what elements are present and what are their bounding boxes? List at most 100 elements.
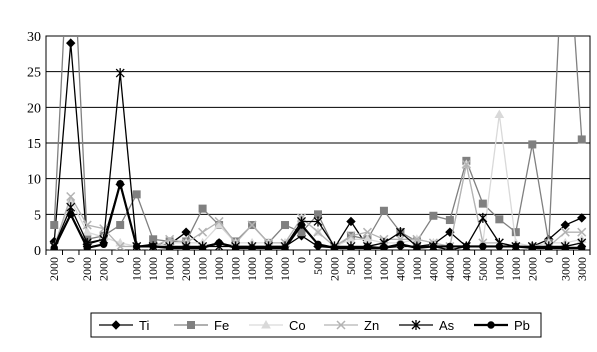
- data-point-pb: [116, 179, 124, 188]
- y-tick-label: 10: [27, 173, 41, 188]
- data-point-fe: [445, 216, 454, 225]
- data-point-fe: [116, 221, 125, 230]
- data-point-pb: [413, 244, 421, 250]
- data-point-fe: [511, 228, 520, 237]
- series-pb: [50, 179, 586, 250]
- data-point-pb: [231, 244, 240, 250]
- x-tick-label: 4000: [393, 257, 407, 281]
- data-point-ti: [560, 220, 570, 230]
- data-point-pb: [132, 242, 141, 250]
- data-point-pb: [330, 244, 339, 250]
- data-point-pb: [363, 244, 372, 250]
- data-point-zn: [165, 234, 175, 244]
- legend-entry-pb: Pb: [474, 318, 530, 333]
- legend-entry-co: Co: [249, 318, 306, 333]
- data-point-pb: [264, 244, 273, 250]
- x-tick-label: 3000: [575, 257, 589, 281]
- data-point-pb: [528, 244, 537, 250]
- data-point-fe: [198, 204, 207, 213]
- data-point-zn: [66, 191, 76, 202]
- x-tick-label: 0: [295, 257, 309, 263]
- data-point-fe: [478, 199, 487, 208]
- y-tick-label: 20: [27, 101, 41, 116]
- data-point-fe: [528, 140, 537, 149]
- data-point-fe: [50, 221, 59, 230]
- x-tick-label: 0: [113, 257, 127, 263]
- data-point-as: [115, 68, 125, 79]
- data-point-pb: [462, 242, 471, 250]
- x-tick-label: 3000: [558, 257, 572, 281]
- x-tick-label: 1000: [163, 257, 177, 281]
- data-point-pb: [429, 242, 438, 250]
- data-point-co: [82, 227, 93, 236]
- legend-marker: [187, 321, 195, 329]
- data-point-zn: [198, 227, 208, 237]
- x-tick-label: 4000: [459, 257, 473, 281]
- x-tick-label: 1000: [196, 257, 210, 281]
- x-tick-label: 4000: [426, 257, 440, 281]
- y-tick-label: 15: [27, 137, 41, 152]
- data-point-zn: [346, 231, 356, 241]
- legend-entry-ti: Ti: [99, 318, 149, 333]
- data-point-fe: [379, 206, 388, 215]
- x-tick-label: 0: [542, 257, 556, 263]
- legend-label: Zn: [364, 318, 379, 333]
- data-point-zn: [560, 227, 570, 237]
- x-tick-label: 1000: [360, 257, 374, 281]
- x-tick-label: 1000: [229, 257, 243, 281]
- data-point-pb: [314, 240, 322, 248]
- data-point-zn: [461, 159, 471, 169]
- legend-label: Co: [289, 318, 306, 333]
- x-tick-label: 500: [344, 257, 358, 275]
- data-point-pb: [380, 244, 388, 250]
- data-point-pb: [281, 244, 289, 250]
- data-point-ti: [66, 38, 76, 48]
- x-tick-label: 1000: [212, 257, 226, 281]
- legend-label: Fe: [214, 318, 229, 333]
- legend-marker: [111, 320, 121, 330]
- legend: Ti Fe Co Zn As Pb: [90, 312, 542, 338]
- data-point-fe: [281, 221, 290, 230]
- data-point-pb: [149, 242, 157, 250]
- x-tick-label: 2000: [179, 257, 193, 281]
- data-point-pb: [83, 244, 91, 250]
- legend-box: [90, 312, 542, 338]
- data-point-co: [494, 109, 505, 118]
- data-point-as: [478, 212, 488, 223]
- data-point-ti: [346, 216, 356, 227]
- data-point-pb: [99, 240, 108, 248]
- x-tick-label: 1000: [410, 257, 424, 281]
- x-tick-label: 2000: [327, 257, 341, 281]
- data-point-pb: [578, 244, 586, 250]
- data-point-zn: [247, 220, 257, 230]
- data-point-zn: [115, 241, 125, 250]
- data-point-pb: [67, 210, 75, 219]
- data-point-ti: [181, 227, 191, 237]
- data-point-as: [395, 227, 405, 238]
- data-point-zn: [412, 234, 422, 244]
- data-point-fe: [132, 190, 141, 199]
- data-point-fe: [577, 135, 586, 144]
- x-tick-label: 1000: [245, 257, 259, 281]
- data-point-pb: [446, 242, 454, 250]
- y-tick-label: 25: [27, 66, 41, 81]
- x-tick-label: 1000: [278, 257, 292, 281]
- data-point-zn: [577, 227, 587, 237]
- data-point-fe: [495, 215, 504, 224]
- data-point-pb: [396, 240, 405, 248]
- legend-marker: [487, 321, 495, 329]
- y-tick-label: 0: [34, 244, 41, 259]
- data-point-ti: [577, 213, 587, 223]
- x-tick-label: 1000: [262, 257, 276, 281]
- data-point-pb: [215, 239, 223, 247]
- x-tick-label: 2000: [97, 257, 111, 281]
- x-tick-label: 0: [64, 257, 78, 263]
- data-point-fe: [429, 211, 438, 220]
- data-point-pb: [495, 242, 504, 250]
- legend-marker: [261, 319, 271, 329]
- x-tick-label: 2000: [525, 257, 539, 281]
- data-point-pb: [545, 244, 553, 250]
- x-tick-label: 4000: [443, 257, 457, 281]
- data-point-zn: [313, 227, 323, 237]
